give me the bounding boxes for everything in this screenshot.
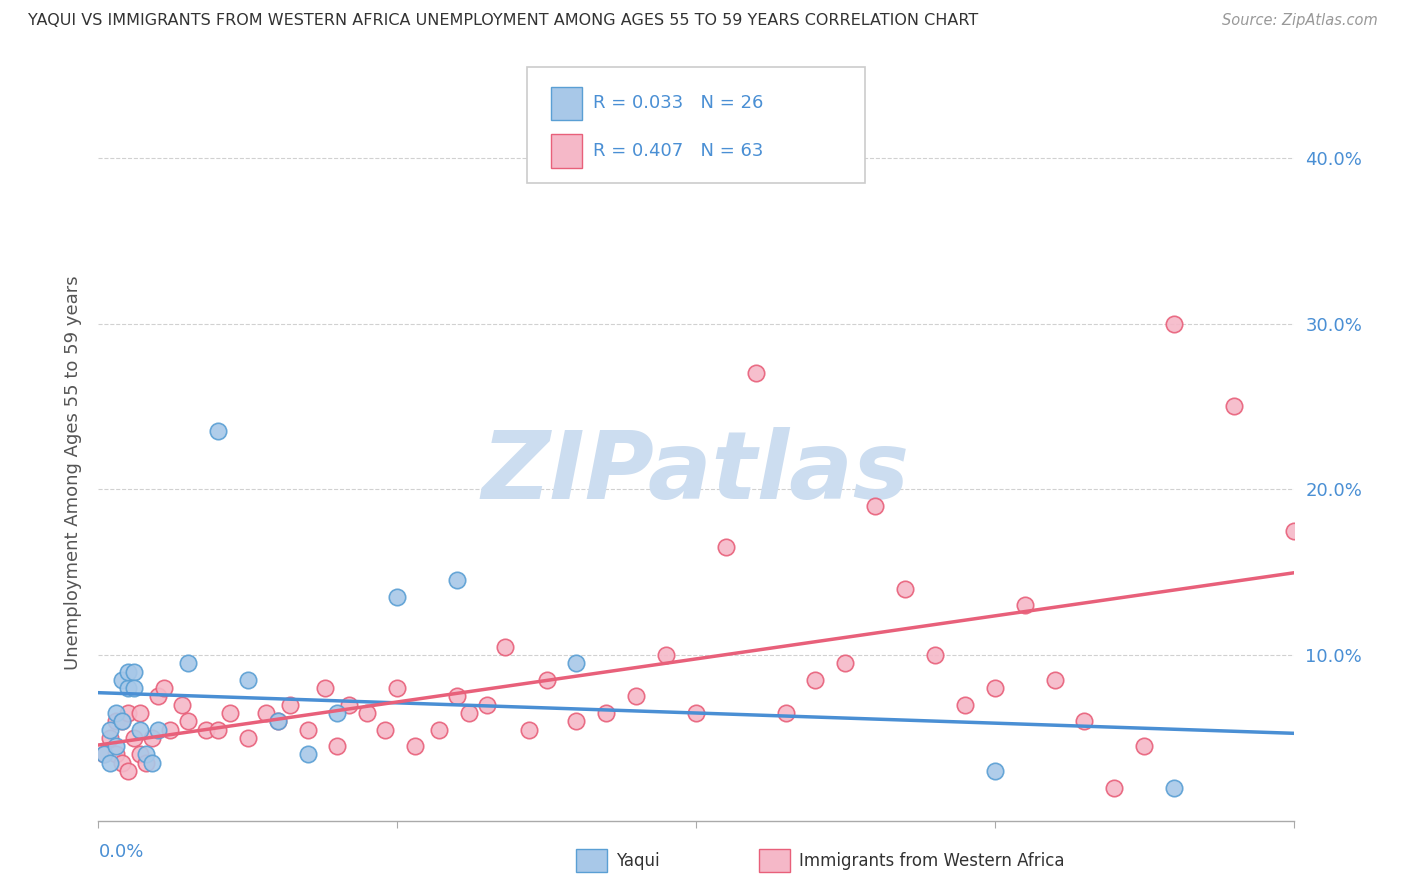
Point [207, 425, 229, 439]
Point [98, 756, 122, 770]
Point [148, 723, 170, 737]
Text: Yaqui: Yaqui [616, 852, 659, 870]
Point [326, 706, 349, 720]
Point [236, 673, 259, 687]
Text: YAQUI VS IMMIGRANTS FROM WESTERN AFRICA UNEMPLOYMENT AMONG AGES 55 TO 59 YEARS C: YAQUI VS IMMIGRANTS FROM WESTERN AFRICA … [28, 13, 979, 29]
Point [105, 714, 128, 729]
Point [141, 731, 163, 745]
Point [714, 541, 737, 555]
Point [153, 681, 176, 695]
Point [315, 681, 337, 695]
Point [924, 648, 946, 662]
Point [236, 731, 259, 745]
Point [98, 723, 122, 737]
Point [494, 640, 516, 654]
Point [1073, 714, 1095, 729]
Point [93, 747, 115, 762]
Point [1163, 780, 1185, 795]
Point [148, 690, 170, 704]
Text: 0.0%: 0.0% [98, 843, 143, 861]
Point [129, 723, 152, 737]
Text: R = 0.033   N = 26: R = 0.033 N = 26 [593, 95, 763, 112]
Point [124, 681, 146, 695]
Point [117, 706, 139, 720]
Point [655, 648, 678, 662]
Y-axis label: Unemployment Among Ages 55 to 59 years: Unemployment Among Ages 55 to 59 years [63, 276, 82, 670]
Point [385, 590, 409, 604]
Point [278, 698, 301, 712]
Point [404, 739, 426, 753]
Point [105, 747, 128, 762]
Point [105, 739, 128, 753]
Point [207, 723, 229, 737]
Point [953, 698, 976, 712]
Point [446, 574, 468, 588]
Point [135, 756, 157, 770]
Point [177, 657, 200, 671]
Point [111, 756, 134, 770]
Point [117, 665, 139, 679]
Point [356, 706, 378, 720]
Point [124, 731, 146, 745]
Point [135, 747, 157, 762]
Text: R = 0.407   N = 63: R = 0.407 N = 63 [593, 142, 763, 160]
Point [624, 690, 647, 704]
Point [565, 714, 588, 729]
Point [105, 706, 128, 720]
Point [517, 723, 540, 737]
Point [172, 698, 194, 712]
Point [983, 681, 1005, 695]
Point [1163, 317, 1185, 331]
Point [536, 673, 558, 687]
Point [834, 657, 856, 671]
Point [297, 747, 319, 762]
Point [93, 747, 115, 762]
Point [124, 665, 146, 679]
Text: Source: ZipAtlas.com: Source: ZipAtlas.com [1222, 13, 1378, 29]
Point [98, 731, 122, 745]
Point [159, 723, 181, 737]
Point [339, 698, 360, 712]
Point [117, 764, 139, 778]
Point [129, 706, 152, 720]
Point [141, 756, 163, 770]
Point [1043, 673, 1066, 687]
Point [326, 739, 349, 753]
Text: ZIPatlas: ZIPatlas [482, 426, 910, 519]
Point [177, 714, 200, 729]
Point [117, 681, 139, 695]
Point [297, 723, 319, 737]
Point [219, 706, 242, 720]
Point [1282, 524, 1305, 538]
Point [111, 714, 134, 729]
Point [1014, 599, 1036, 613]
Point [385, 681, 409, 695]
Point [111, 714, 134, 729]
Text: Immigrants from Western Africa: Immigrants from Western Africa [799, 852, 1064, 870]
Point [475, 698, 498, 712]
Point [983, 764, 1005, 778]
Point [894, 582, 917, 596]
Point [804, 673, 827, 687]
Point [1133, 739, 1156, 753]
Point [775, 706, 797, 720]
Point [1223, 400, 1246, 414]
Point [267, 714, 290, 729]
Point [745, 367, 768, 381]
Point [458, 706, 481, 720]
Point [565, 657, 588, 671]
Point [446, 690, 468, 704]
Point [111, 673, 134, 687]
Point [1104, 780, 1126, 795]
Point [685, 706, 707, 720]
Point [254, 706, 277, 720]
Point [427, 723, 450, 737]
Point [267, 714, 290, 729]
Point [595, 706, 617, 720]
Point [865, 499, 887, 513]
Point [194, 723, 218, 737]
Point [129, 747, 152, 762]
Point [374, 723, 396, 737]
